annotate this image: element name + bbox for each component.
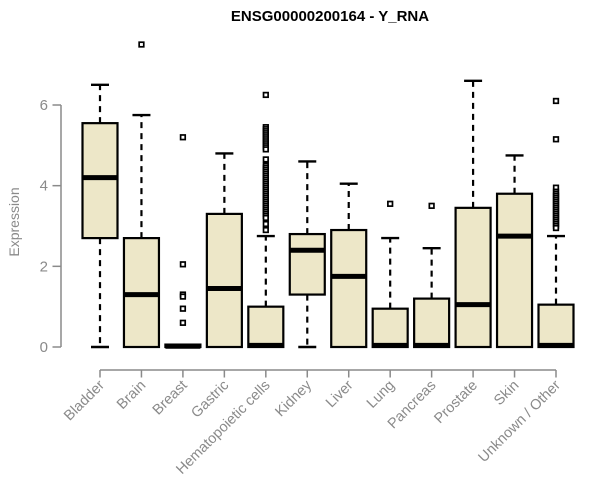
box-group-skin — [495, 154, 534, 349]
box-group-lung — [371, 200, 409, 349]
outlier-point — [262, 146, 269, 153]
outlier-point — [179, 134, 187, 141]
box-group-prostate — [454, 79, 492, 349]
outlier-point — [179, 319, 187, 326]
y-axis: 0 2 4 6 — [40, 97, 62, 356]
box-rect — [288, 232, 326, 296]
y-tick-label: 4 — [40, 178, 48, 195]
box-rect — [537, 303, 575, 349]
x-tick-label: Liver — [323, 377, 357, 411]
outlier-point — [552, 224, 560, 232]
box-rect — [330, 228, 368, 349]
box-rect — [81, 122, 119, 240]
box-rect — [495, 192, 534, 349]
box-group-gastric — [205, 152, 243, 349]
box-group-hematopoietic-cells — [247, 91, 285, 349]
box-group-pancreas — [413, 202, 451, 349]
box-group-kidney — [288, 160, 326, 349]
y-tick-label: 0 — [40, 339, 48, 356]
box-rect — [413, 297, 451, 349]
x-tick-label: Kidney — [272, 377, 315, 420]
outlier-point — [138, 41, 145, 48]
x-tick-label: Breast — [150, 378, 191, 419]
y-tick-label: 6 — [40, 97, 48, 114]
outlier-point — [387, 200, 394, 207]
x-tick-label: Brain — [114, 378, 149, 413]
x-tick-label: Bladder — [61, 377, 108, 424]
outlier-point — [552, 97, 560, 105]
outlier-point — [262, 214, 269, 222]
box-group-bladder — [81, 83, 119, 349]
x-tick-label: Skin — [491, 378, 522, 409]
box-group-breast — [164, 134, 202, 349]
outlier-point — [262, 156, 269, 163]
outlier-point — [179, 261, 187, 268]
box-rect — [205, 212, 243, 349]
box-group-brain — [122, 41, 161, 349]
box-group-unknown-other — [537, 97, 575, 349]
outlier-point — [179, 305, 187, 312]
outlier-point — [552, 136, 560, 143]
chart-title: ENSG00000200164 - Y_RNA — [230, 8, 430, 25]
outlier-point — [428, 202, 435, 209]
box-group-liver — [330, 182, 368, 349]
box-rect — [371, 307, 409, 349]
y-tick-label: 2 — [40, 258, 48, 275]
x-tick-label: Lung — [364, 378, 398, 412]
outlier-point — [262, 91, 269, 99]
outlier-point — [262, 220, 269, 228]
x-tick-label: Prostate — [431, 378, 480, 427]
box-rect — [247, 305, 285, 349]
outlier-point — [262, 226, 269, 234]
box-rect — [454, 206, 492, 349]
outlier-point — [179, 293, 187, 300]
